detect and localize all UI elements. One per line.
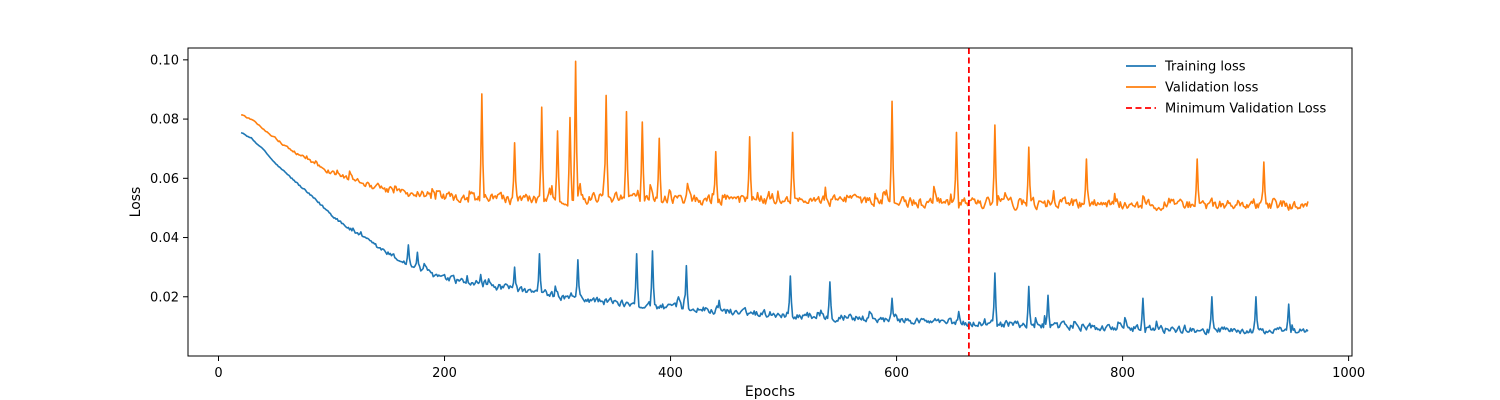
legend-label-validation-loss: Validation loss bbox=[1165, 81, 1259, 96]
y-tick-label: 0.10 bbox=[150, 53, 179, 68]
y-tick-label: 0.02 bbox=[150, 290, 179, 305]
y-tick-label: 0.04 bbox=[150, 231, 179, 246]
x-tick-label: 800 bbox=[1110, 366, 1135, 381]
x-axis-label: Epochs bbox=[745, 384, 795, 400]
x-tick-label: 200 bbox=[432, 366, 457, 381]
y-tick-label: 0.06 bbox=[150, 172, 179, 187]
series-layer bbox=[240, 60, 1309, 336]
x-axis: 0 200 400 600 800 1000 bbox=[214, 356, 1365, 381]
y-axis: 0.02 0.04 0.06 0.08 0.10 bbox=[150, 53, 188, 305]
x-tick-label: 1000 bbox=[1332, 366, 1365, 381]
x-tick-label: 0 bbox=[214, 366, 222, 381]
x-tick-label: 400 bbox=[658, 366, 683, 381]
legend: Training loss Validation loss Minimum Vali… bbox=[1126, 60, 1326, 117]
series-line-training-loss bbox=[240, 131, 1309, 336]
series-line-validation-loss bbox=[241, 60, 1309, 212]
x-tick-label: 600 bbox=[884, 366, 909, 381]
y-tick-label: 0.08 bbox=[150, 113, 179, 128]
y-axis-label: Loss bbox=[128, 187, 144, 218]
legend-label-min-validation-loss: Minimum Validation Loss bbox=[1165, 102, 1326, 117]
legend-label-training-loss: Training loss bbox=[1164, 60, 1246, 75]
plot-frame bbox=[187, 47, 1353, 357]
